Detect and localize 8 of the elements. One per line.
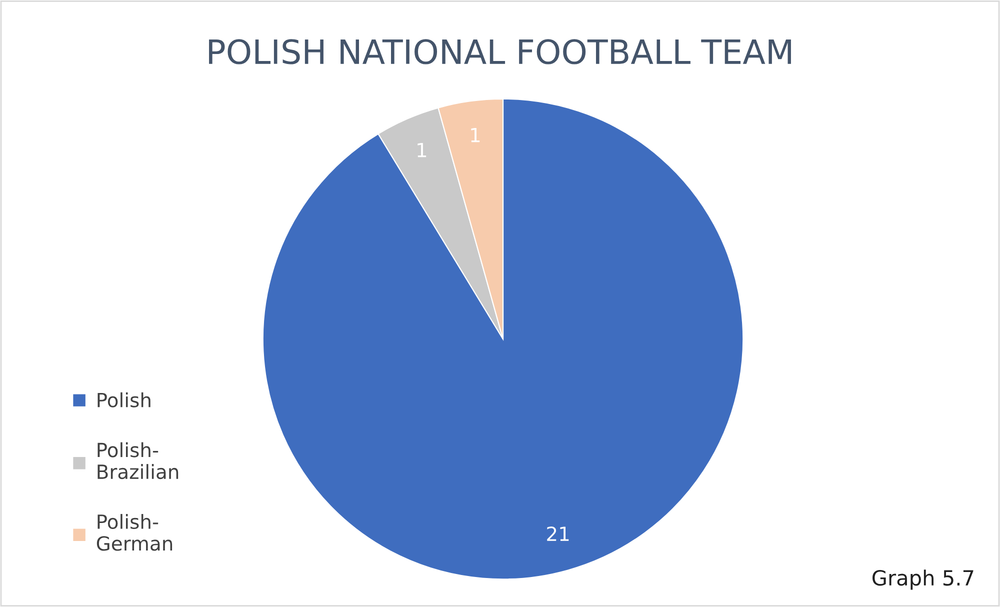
legend-label: Polish [98, 392, 150, 408]
chart-title: POLISH NATIONAL FOOTBALL TEAM [209, 39, 791, 64]
legend-label: Polish-German [96, 514, 172, 551]
data-label: 1 [471, 128, 480, 142]
pie-slice [262, 98, 744, 580]
legend-label: Polish-Brazilian [98, 442, 178, 480]
data-label: 21 [547, 526, 569, 541]
caption: Graph 5.7 [872, 570, 974, 590]
